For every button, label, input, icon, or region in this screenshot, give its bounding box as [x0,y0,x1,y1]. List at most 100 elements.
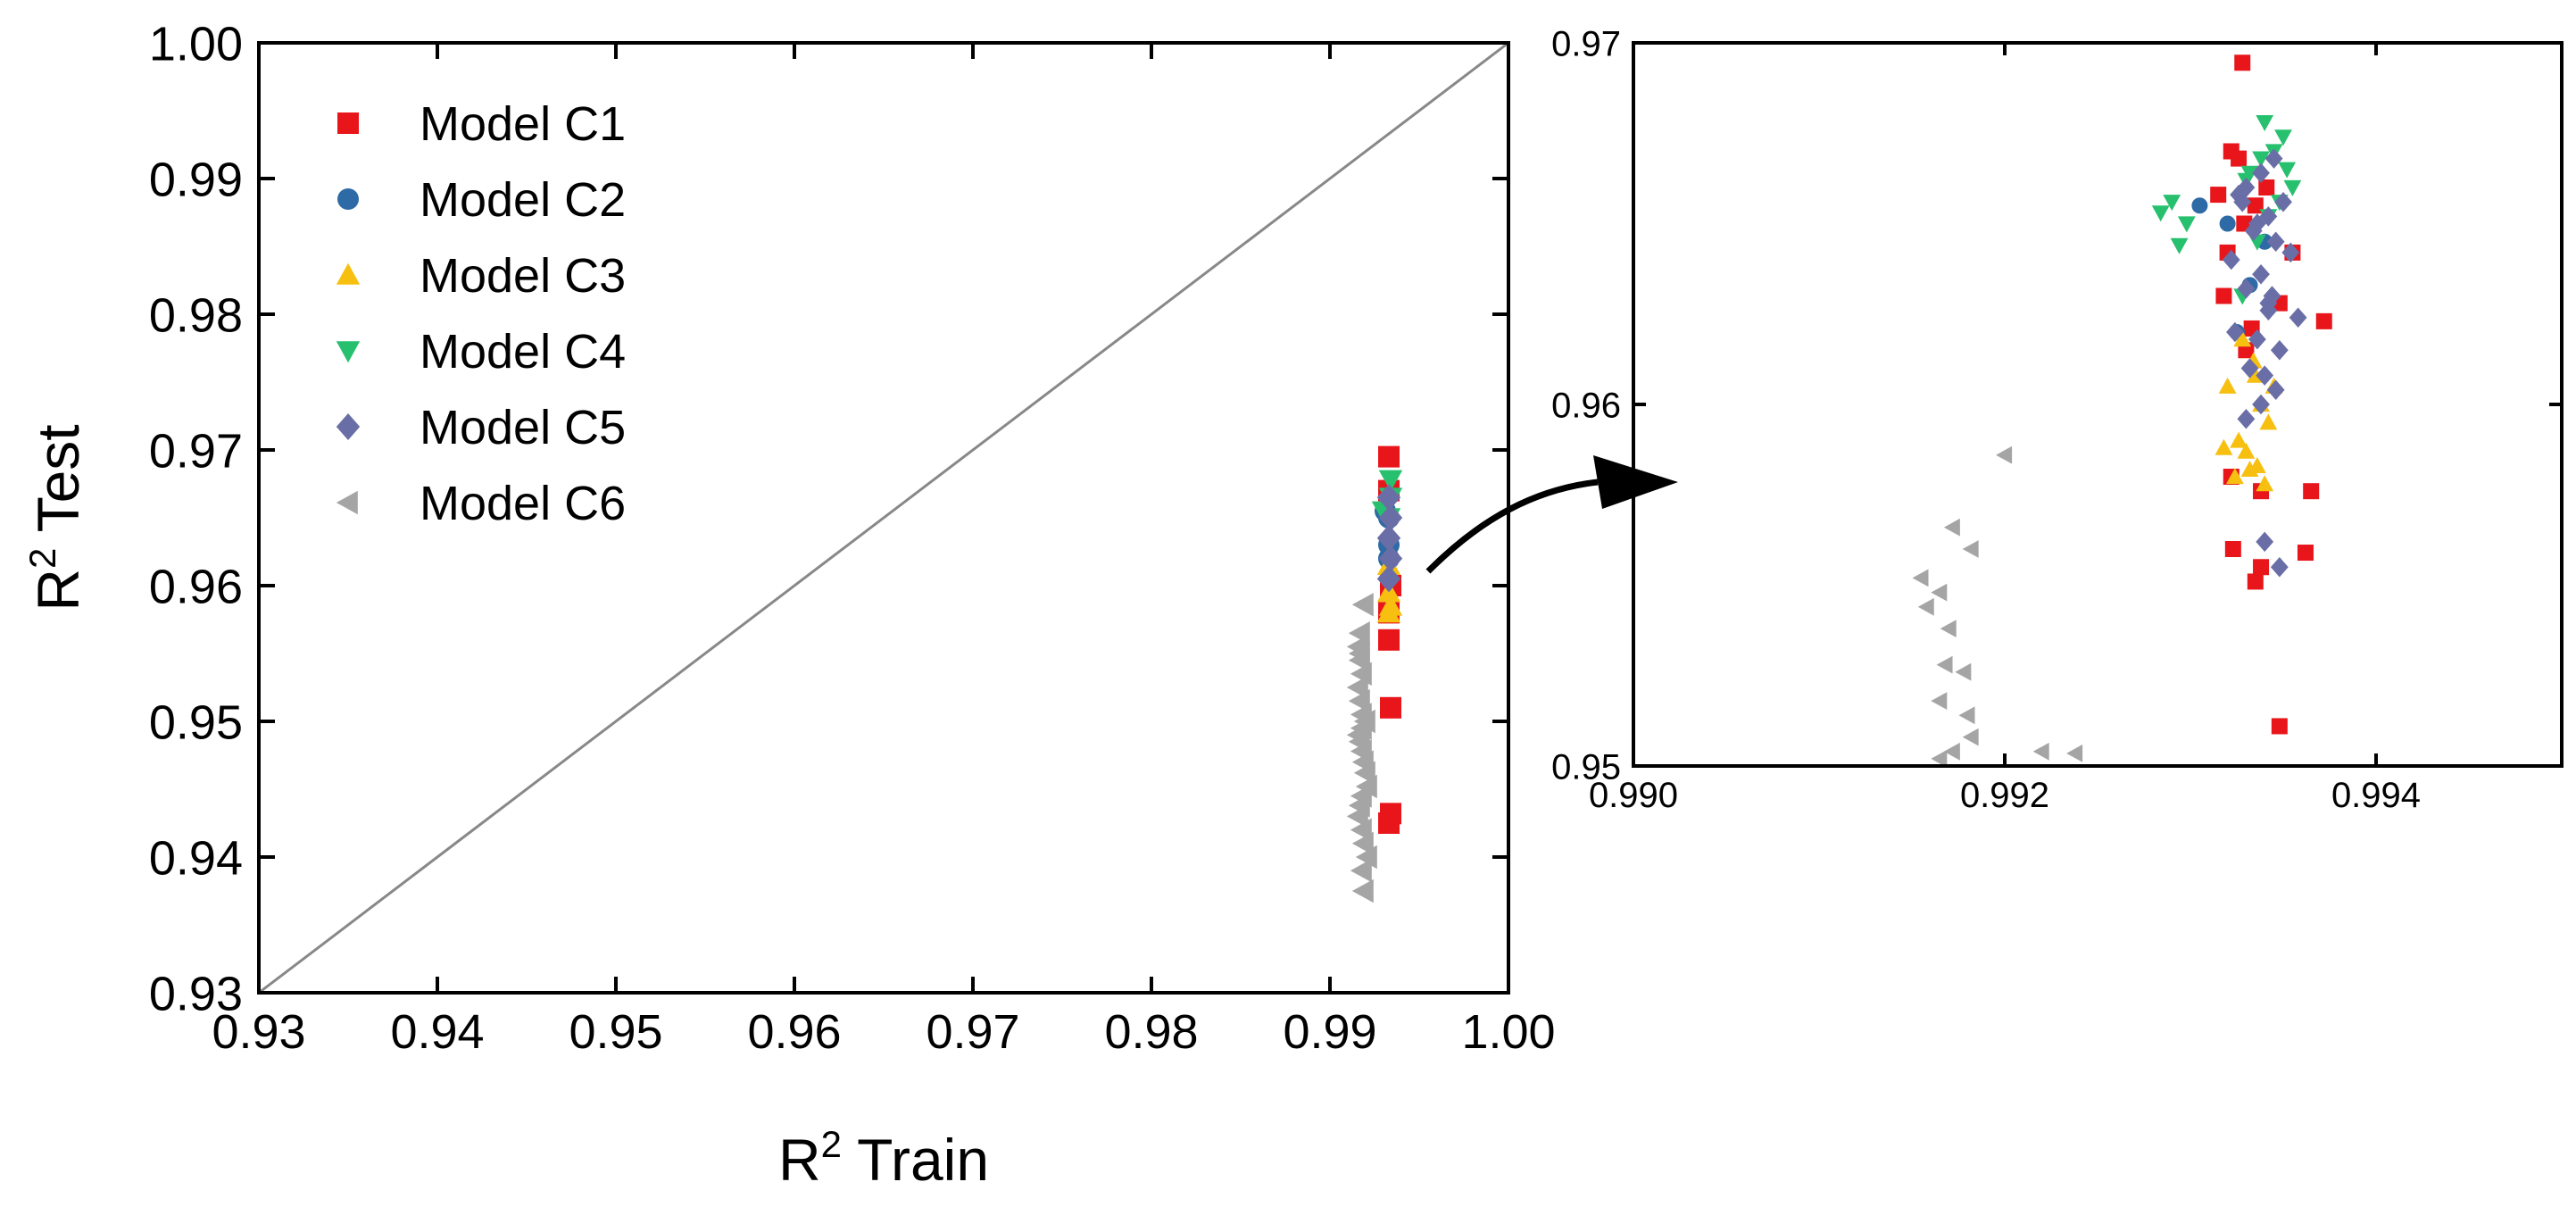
x-tick-label: 0.95 [569,1005,662,1059]
point-model-c5 [2270,557,2289,578]
inset-plot-frame [1632,41,2564,768]
point-model-c4 [2151,205,2170,222]
point-model-c6 [1931,583,1948,602]
point-model-c5 [1378,504,1403,531]
x-tick-label: 0.97 [926,1005,1019,1059]
point-model-c5 [2259,300,2278,320]
point-model-c5 [2237,408,2256,429]
point-model-c1 [2247,197,2264,214]
x-tick-label: 0.93 [212,1005,305,1059]
point-model-c1 [2253,559,2270,576]
point-model-c5 [2270,340,2289,361]
point-model-c5 [2240,358,2259,379]
point-model-c1 [1378,445,1400,468]
main-y-axis: 0.93 0.94 0.95 0.96 0.97 0.98 0.99 1.00 [149,17,1508,1020]
point-model-c1 [2303,483,2320,500]
x-tick-label: 0.994 [2331,776,2421,815]
point-model-c6 [1917,597,1934,616]
y-tick-label: 1.00 [149,17,243,71]
legend-label-model-c5: Model C5 [420,401,626,454]
main-plot-frame [257,41,1510,995]
y-tick-label: 0.97 [1551,24,1621,63]
main-chart: 0.93 0.94 0.95 0.96 0.97 0.98 0.99 1.00 0.930.9… [21,17,1556,1193]
point-model-c4 [2278,162,2297,179]
inset-x-axis: 0.990 0.992 0.994 [1589,43,2421,815]
point-model-c6 [1350,859,1372,883]
point-model-c5 [2222,249,2240,271]
point-model-c5 [2256,365,2274,386]
point-model-c3 [2240,461,2259,477]
point-model-c5 [2237,279,2256,299]
point-model-c4 [2252,151,2270,168]
point-model-c4 [2177,216,2196,233]
y-tick-label: 0.95 [149,695,243,749]
point-model-c5 [1376,484,1401,512]
legend-label-model-c2: Model C2 [420,173,626,227]
point-model-c6 [1996,445,2013,464]
point-model-c6 [2032,742,2049,761]
point-model-c1 [1378,628,1400,651]
point-model-c5 [2266,379,2285,401]
point-model-c5 [2289,307,2307,329]
identity-reference-line [259,43,1508,993]
legend-marker-model-c3 [336,262,361,285]
zoom-arrow-head [1593,455,1678,509]
legend-marker-model-c4 [336,341,361,363]
point-model-c5 [2264,148,2283,169]
point-model-c6 [1955,662,1972,681]
y-tick-label: 0.99 [149,153,243,206]
x-tick-label: 1.00 [1461,1005,1555,1059]
main-chart-marks [1346,445,1403,903]
zoom-arrow [1425,455,1678,574]
point-model-c5 [2233,191,2252,212]
point-model-c3 [1376,601,1401,623]
legend: Model C1 Model C2 Model C3 Model C4 Model C5… [336,97,626,530]
point-model-c6 [1351,878,1374,903]
point-model-c6 [1346,804,1368,828]
point-model-c3 [2237,442,2256,459]
point-model-c5 [2248,213,2266,234]
point-model-c6 [1943,742,1960,761]
point-model-c5 [2259,206,2278,227]
legend-marker-model-c2 [337,188,359,210]
point-model-c3 [2215,438,2233,455]
point-model-c6 [1931,750,1948,766]
point-model-c1 [1380,803,1401,825]
point-model-c6 [1962,728,1979,746]
point-model-c1 [2234,54,2251,71]
point-model-c6 [1936,655,1953,674]
x-tick-label: 0.99 [1283,1005,1376,1059]
point-model-c5 [1376,524,1401,552]
point-model-c3 [2226,468,2244,485]
point-model-c4 [1378,470,1403,492]
point-model-c5 [2244,221,2263,241]
point-model-c4 [2163,195,2181,212]
x-tick-label: 0.990 [1589,776,1678,815]
point-model-c1 [1380,696,1401,719]
point-model-c5 [2263,286,2281,306]
point-model-c6 [2066,744,2083,762]
point-model-c6 [1940,620,1957,637]
point-model-c5 [2256,531,2274,553]
main-y-axis-title: R2 Test [21,424,91,611]
inset-chart: 0.990 0.992 0.994 0.95 0.96 0.97 [1551,24,2564,815]
point-model-c3 [2218,377,2237,394]
point-model-c4 [2170,237,2189,254]
point-model-c1 [2315,312,2332,329]
point-model-c4 [2283,179,2302,196]
x-tick-label: 0.992 [1960,776,2049,815]
point-model-c2 [2191,197,2208,214]
y-tick-label: 0.96 [149,560,243,613]
point-model-c5 [2248,329,2266,350]
point-model-c5 [1376,565,1401,593]
point-model-c6 [1912,569,1929,587]
point-model-c1 [2215,287,2232,304]
point-model-c3 [2233,330,2252,347]
main-x-axis: 0.93 0.94 0.95 0.96 0.97 0.98 0.99 1.00 [212,43,1556,1059]
point-model-c4 [2256,115,2274,131]
point-model-c6 [1943,518,1960,537]
y-tick-label: 0.93 [149,967,243,1020]
legend-marker-model-c5 [336,413,361,440]
point-model-c6 [1931,692,1948,710]
